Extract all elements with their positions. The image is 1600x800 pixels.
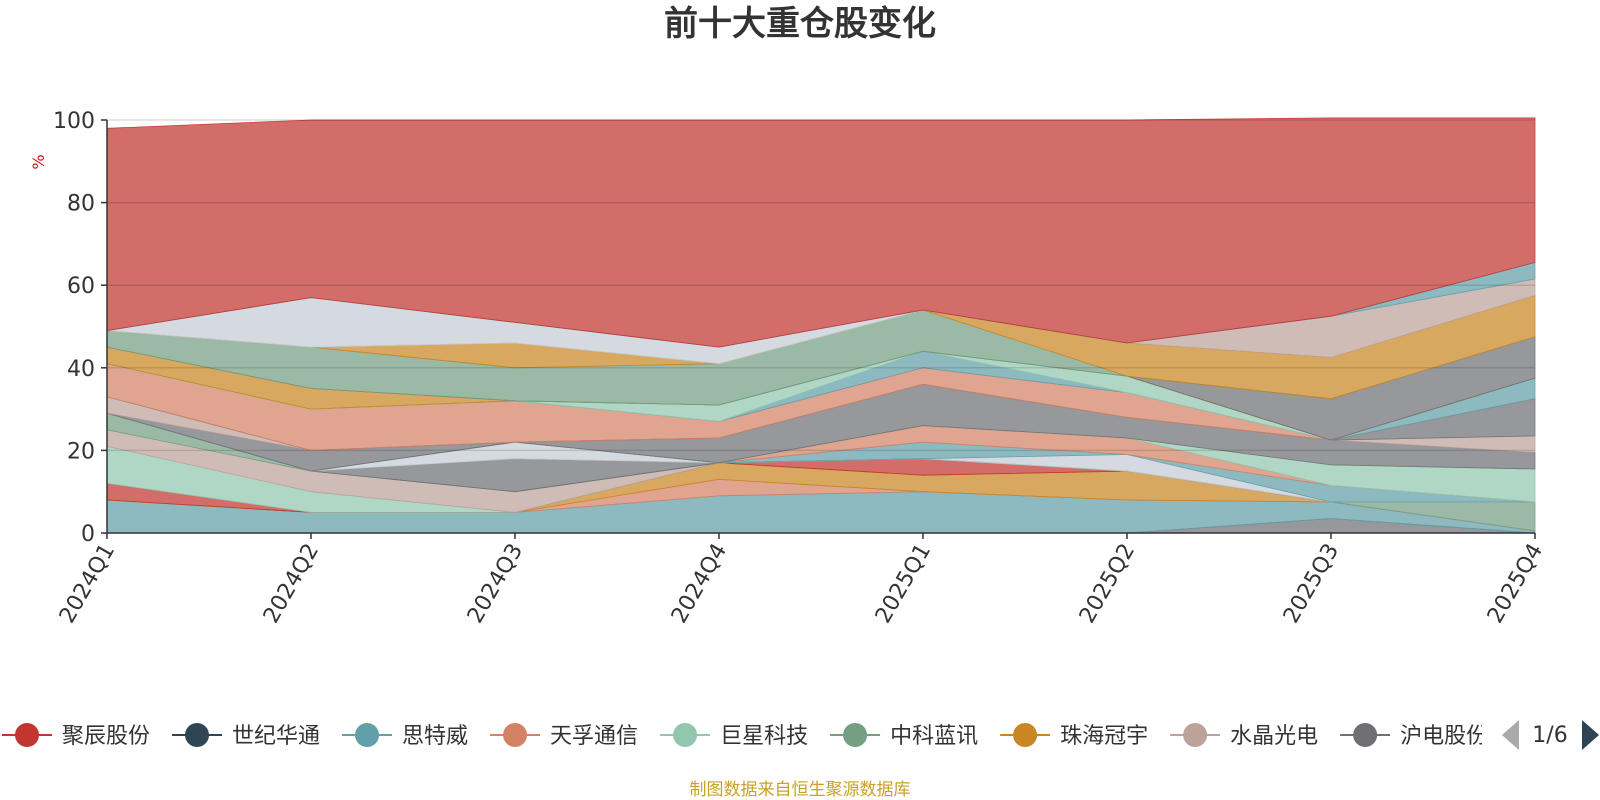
legend-label: 沪电股份 (1400, 724, 1488, 749)
x-tick-label-0: 2024Q1 (55, 540, 120, 628)
x-tick-label-7: 2025Q4 (1483, 540, 1548, 628)
legend-item-6[interactable]: 珠海冠宇 (1000, 723, 1148, 749)
legend-item-5[interactable]: 中科蓝讯 (830, 723, 978, 749)
gridlines (107, 119, 1535, 452)
legend-prev-page-button[interactable] (1502, 720, 1519, 750)
area-series-26 (106, 117, 1536, 348)
x-tick-label-2: 2024Q3 (463, 540, 528, 628)
y-tick-label-1: 20 (67, 439, 95, 464)
x-tick-label-6: 2025Q3 (1279, 540, 1344, 628)
legend-label: 思特威 (402, 724, 468, 749)
legend-item-0[interactable]: 聚辰股份 (2, 723, 150, 749)
legend-marker-icon (15, 723, 39, 747)
data-source-note: 制图数据来自恒生聚源数据库 (690, 780, 911, 800)
legend-item-8[interactable]: 沪电股份 (1340, 723, 1488, 749)
plot-area (106, 117, 1536, 534)
legend-label: 中科蓝讯 (890, 724, 978, 749)
legend-item-1[interactable]: 世纪华通 (172, 723, 320, 749)
legend-marker-icon (843, 723, 868, 747)
y-tick-label-5: 100 (53, 109, 95, 134)
legend-label: 世纪华通 (232, 724, 320, 749)
y-tick-label-0: 0 (81, 522, 95, 547)
x-tick-label-3: 2024Q4 (667, 540, 732, 628)
legend-marker-icon (1013, 723, 1038, 747)
y-tick-label-3: 60 (67, 274, 95, 299)
y-tick-label-4: 80 (67, 192, 95, 217)
legend-label: 聚辰股份 (62, 724, 150, 749)
x-tick-label-4: 2025Q1 (871, 540, 936, 628)
legend-marker-icon (355, 723, 380, 747)
chart-title: 前十大重仓股变化 (664, 4, 936, 44)
x-tick-label-5: 2025Q2 (1075, 540, 1140, 628)
legend-marker-icon (1183, 723, 1208, 747)
legend-item-2[interactable]: 思特威 (342, 723, 468, 749)
legend-item-7[interactable]: 水晶光电 (1170, 723, 1318, 749)
legend-marker-icon (673, 723, 698, 747)
legend-item-3[interactable]: 天孚通信 (490, 723, 638, 749)
legend-label: 水晶光电 (1230, 724, 1318, 749)
legend-label: 天孚通信 (550, 724, 638, 749)
legend-marker-icon (185, 723, 210, 747)
legend-marker-icon (503, 723, 528, 747)
y-tick-label-2: 40 (67, 357, 95, 382)
legend-page-indicator: 1/6 (1532, 723, 1567, 748)
x-tick-label-1: 2024Q2 (259, 540, 324, 628)
legend-label: 珠海冠宇 (1060, 724, 1148, 749)
legend-marker-icon (1353, 723, 1378, 747)
legend-pager: 1/6 (1502, 720, 1599, 750)
legend: 聚辰股份 世纪华通 思特威 天孚通信 巨星科技 中科蓝讯 珠海冠宇 水晶光电 沪电股份 (2, 723, 1488, 749)
legend-next-page-button[interactable] (1582, 720, 1599, 750)
y-axis-label: % (29, 154, 48, 169)
legend-item-4[interactable]: 巨星科技 (660, 723, 808, 749)
legend-label: 巨星科技 (720, 724, 808, 749)
